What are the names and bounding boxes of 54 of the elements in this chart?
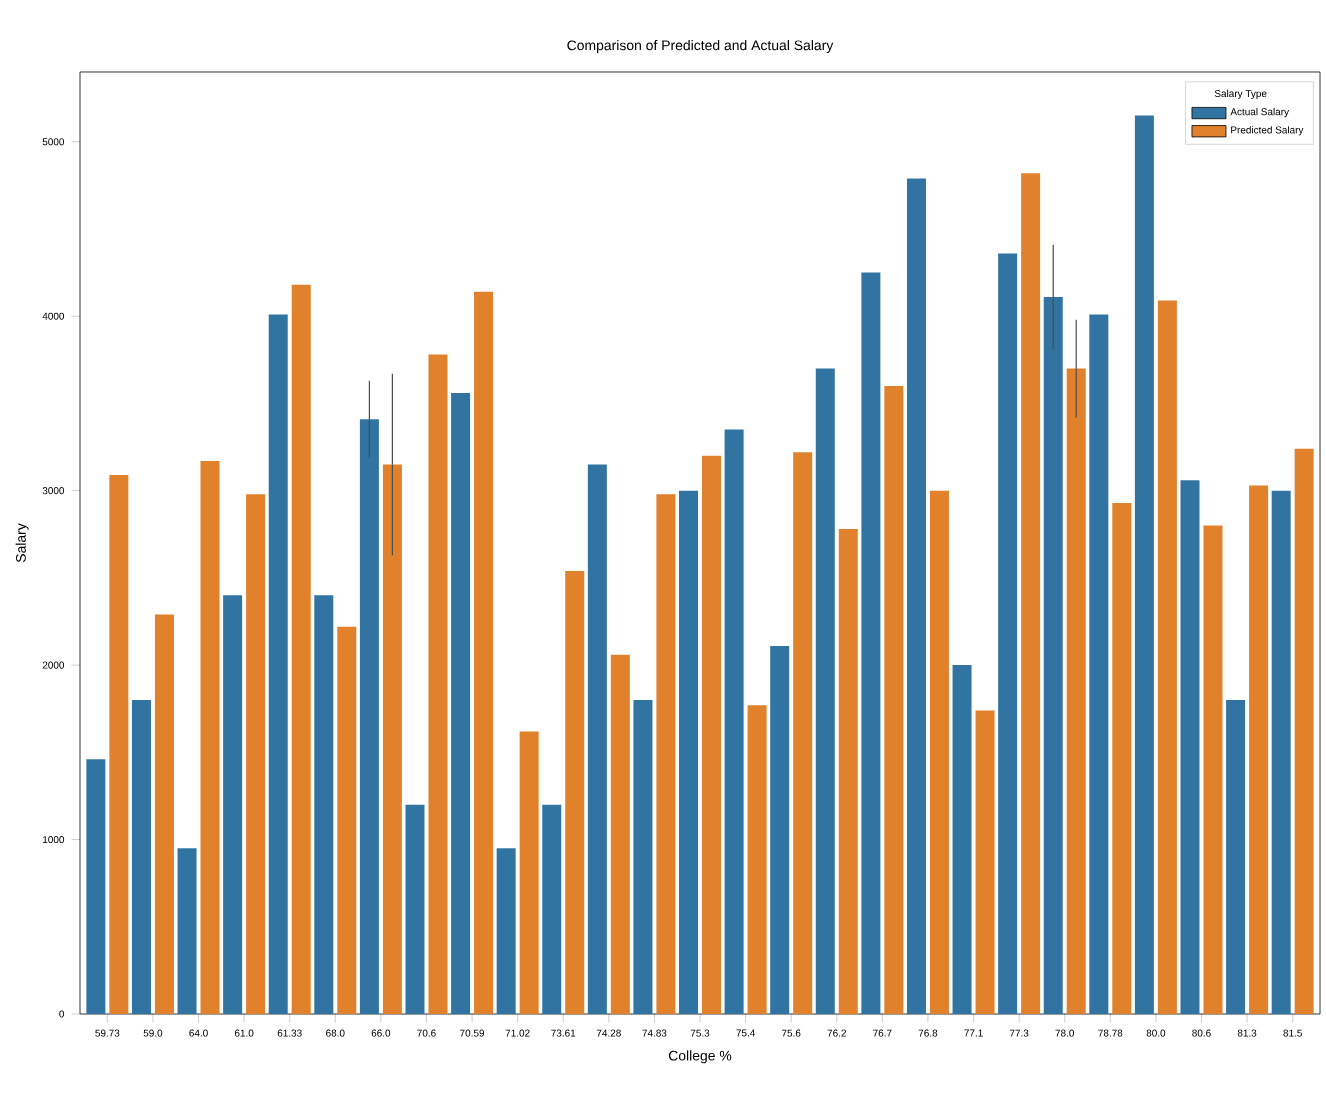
- bar: [1043, 297, 1063, 1014]
- bar: [1249, 485, 1269, 1014]
- bar: [268, 314, 288, 1014]
- bar: [359, 419, 379, 1014]
- bar: [1066, 368, 1086, 1014]
- bar: [428, 354, 448, 1014]
- bar: [656, 494, 676, 1014]
- bar: [565, 570, 585, 1014]
- bar: [838, 529, 858, 1014]
- bar: [724, 429, 744, 1014]
- bar: [519, 731, 539, 1014]
- bar: [1157, 300, 1177, 1014]
- bar: [952, 665, 972, 1014]
- bar: [496, 848, 516, 1014]
- bar: [1271, 490, 1291, 1014]
- bar: [1112, 502, 1132, 1014]
- bar: [131, 700, 151, 1014]
- bar: [177, 848, 197, 1014]
- bar: [223, 595, 243, 1014]
- bar: [1134, 115, 1154, 1014]
- bar: [200, 461, 220, 1014]
- bar: [610, 654, 630, 1014]
- bar: [474, 291, 494, 1014]
- bar: [154, 614, 174, 1014]
- bar: [382, 464, 402, 1014]
- bar: [975, 710, 995, 1014]
- bar: [86, 759, 106, 1014]
- bar: [815, 368, 835, 1014]
- bar: [747, 705, 767, 1014]
- bar: [906, 178, 926, 1014]
- bar: [861, 272, 881, 1014]
- bar: [1089, 314, 1109, 1014]
- bar: [587, 464, 607, 1014]
- bar: [1226, 700, 1246, 1014]
- bar: [451, 392, 471, 1014]
- bar: [702, 455, 721, 1014]
- bar: [337, 626, 357, 1014]
- bar: [633, 700, 653, 1014]
- bar: [1180, 480, 1200, 1014]
- bar: [998, 253, 1018, 1014]
- bar: [679, 490, 699, 1014]
- bar: [1021, 173, 1041, 1014]
- bar: [884, 385, 904, 1014]
- bar: [793, 452, 813, 1014]
- bar: [1294, 448, 1314, 1014]
- bar: [929, 490, 949, 1014]
- bar: [246, 494, 266, 1014]
- bar: [770, 645, 790, 1014]
- bar: [109, 474, 129, 1014]
- bar: [542, 804, 562, 1014]
- bar: [291, 284, 311, 1014]
- bar: [405, 804, 425, 1014]
- bar: [1203, 525, 1223, 1014]
- bar: [314, 595, 334, 1014]
